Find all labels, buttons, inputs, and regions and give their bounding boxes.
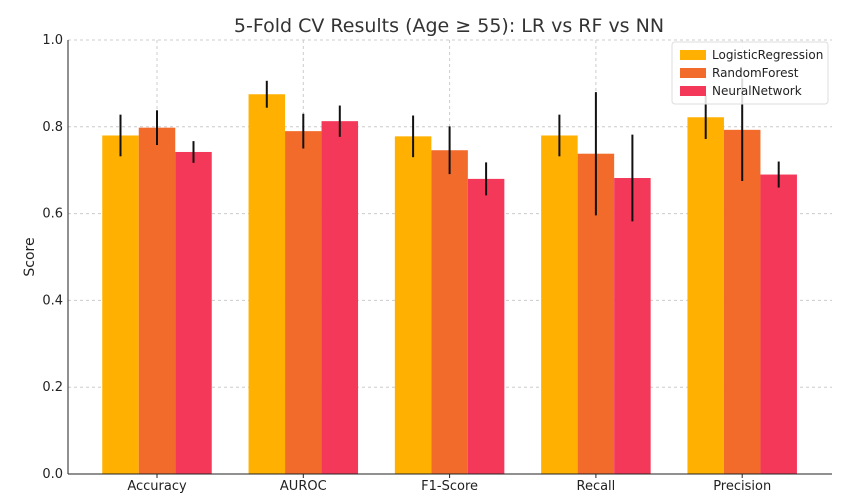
bar-NeuralNetwork-AUROC — [321, 121, 359, 475]
bar-LogisticRegression-Recall — [541, 135, 578, 475]
legend-swatch-RandomForest — [680, 68, 706, 78]
bar-LogisticRegression-Precision — [687, 117, 724, 474]
x-tick-label: Recall — [577, 479, 616, 494]
y-tick-label: 0.2 — [42, 380, 63, 395]
x-tick-label: AUROC — [280, 479, 327, 494]
legend-swatch-LogisticRegression — [680, 50, 706, 60]
bar-NeuralNetwork-Precision — [760, 174, 797, 475]
bar-RandomForest-Precision — [723, 129, 761, 474]
bar-NeuralNetwork-F1-Score — [467, 178, 505, 474]
y-tick-label: 0.0 — [42, 467, 63, 482]
x-tick-label: Precision — [713, 479, 771, 494]
legend-label: LogisticRegression — [712, 48, 823, 62]
legend-label: RandomForest — [712, 66, 799, 80]
y-tick-label: 0.4 — [42, 293, 63, 308]
y-tick-label: 1.0 — [42, 33, 63, 48]
bars — [102, 94, 797, 475]
y-tick-label: 0.8 — [42, 120, 63, 135]
bar-RandomForest-Accuracy — [138, 127, 176, 474]
bar-LogisticRegression-Accuracy — [102, 135, 139, 475]
legend-label: NeuralNetwork — [712, 84, 802, 98]
legend: LogisticRegression RandomForest NeuralNetw… — [671, 41, 829, 105]
bar-NeuralNetwork-Recall — [614, 178, 651, 474]
bar-RandomForest-AUROC — [285, 131, 322, 474]
y-tick-labels: 0.0 0.2 0.4 0.6 0.8 1.0 — [42, 33, 63, 482]
x-tick-label: F1-Score — [421, 479, 478, 494]
x-tick-labels: Accuracy AUROC F1-Score Recall Precision — [127, 474, 771, 494]
bar-RandomForest-F1-Score — [431, 150, 468, 474]
bar-NeuralNetwork-Accuracy — [175, 151, 212, 475]
legend-box — [671, 41, 829, 105]
y-tick-label: 0.6 — [42, 207, 63, 222]
legend-swatch-NeuralNetwork — [680, 86, 706, 96]
y-axis-label: Score — [22, 237, 38, 276]
x-tick-label: Accuracy — [127, 479, 187, 494]
bar-LogisticRegression-AUROC — [248, 94, 286, 474]
bar-LogisticRegression-F1-Score — [394, 136, 432, 474]
chart-title: 5-Fold CV Results (Age ≥ 55): LR vs RF v… — [234, 15, 664, 37]
